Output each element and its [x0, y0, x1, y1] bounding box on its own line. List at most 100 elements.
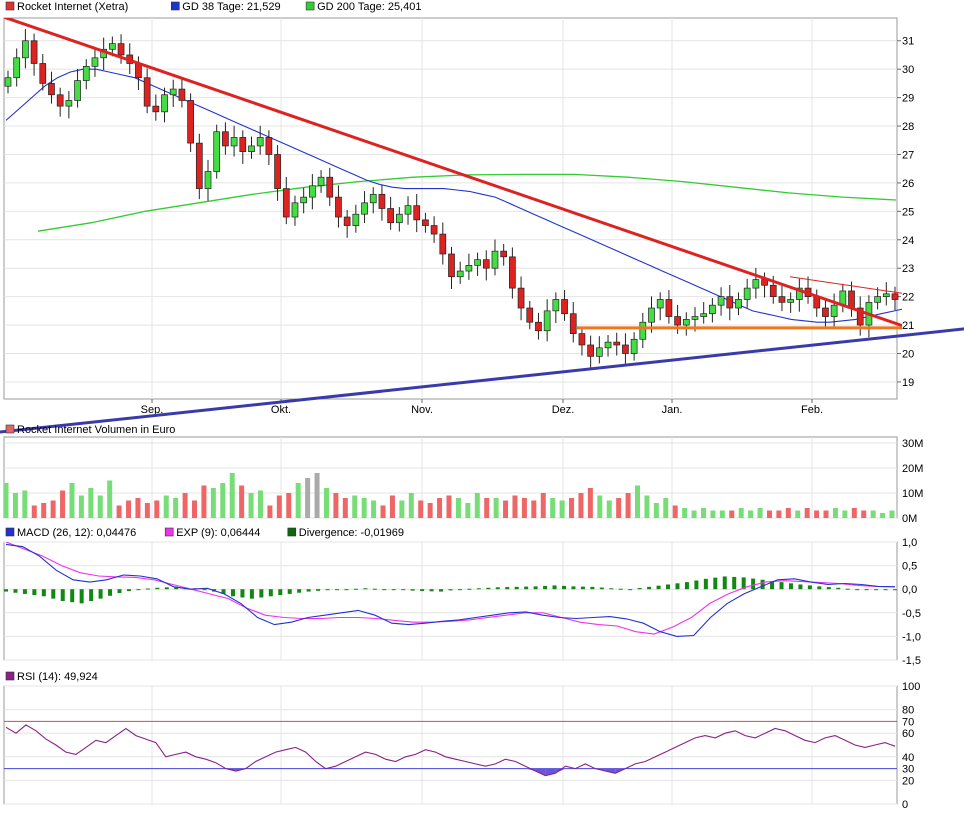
- volume-bar: [192, 500, 198, 518]
- rsi-oversold-fill: [605, 768, 616, 774]
- price-tick-label: 26: [902, 178, 914, 190]
- volume-bar: [870, 510, 876, 518]
- divergence-bar: [420, 589, 425, 592]
- volume-bar: [305, 478, 311, 518]
- candle-body: [300, 196, 308, 204]
- legend-swatch: [5, 1, 15, 11]
- rsi-plot-area: [5, 724, 896, 777]
- legend-swatch: [305, 1, 315, 11]
- candle-body: [874, 296, 881, 303]
- candle-body: [161, 94, 168, 113]
- rsi-oversold-fill: [555, 768, 566, 774]
- divergence-bar: [108, 589, 113, 596]
- divergence-bar: [883, 589, 888, 591]
- candle-body: [482, 259, 490, 269]
- divergence-bar: [770, 580, 775, 590]
- volume-bar: [323, 488, 329, 518]
- divergence-bar: [703, 578, 708, 590]
- divergence-bar: [448, 589, 453, 591]
- divergence-bar: [476, 588, 481, 590]
- divergence-bar: [89, 589, 94, 601]
- price-tick-label: 22: [902, 292, 914, 304]
- trendline: [4, 18, 902, 328]
- candle-body: [587, 344, 594, 357]
- volume-bar: [851, 508, 857, 518]
- volume-bar: [550, 498, 556, 518]
- divergence-bar: [22, 589, 27, 594]
- divergence-bar: [817, 586, 822, 590]
- trendline: [789, 276, 902, 294]
- divergence-bar: [486, 587, 491, 590]
- candle-body: [648, 307, 655, 323]
- macd-plot-area: [4, 542, 897, 637]
- volume-bar: [578, 493, 584, 518]
- volume-bar: [60, 490, 66, 518]
- divergence-bar: [495, 587, 500, 590]
- legend-swatch: [171, 1, 180, 11]
- candle-body: [169, 88, 177, 96]
- candle-body: [82, 65, 90, 81]
- volume-bar: [286, 493, 292, 518]
- divergence-bar: [98, 589, 103, 599]
- candle-body: [230, 137, 238, 147]
- macd-tick-label: -1,0: [902, 631, 921, 643]
- macd-tick-label: 1,0: [902, 537, 917, 549]
- divergence-bar: [316, 589, 321, 591]
- volume-bar: [69, 483, 75, 518]
- volume-bar: [795, 510, 801, 518]
- divergence-bar: [647, 586, 652, 590]
- volume-tick-label: 0M: [902, 513, 917, 525]
- volume-bar: [361, 498, 367, 518]
- candle-body: [604, 341, 612, 349]
- volume-tick-label: 20M: [902, 463, 923, 475]
- divergence-bar: [514, 586, 519, 590]
- volume-bar: [78, 495, 84, 518]
- legend-label: Rocket Internet (Xetra): [17, 1, 128, 13]
- divergence-bar: [13, 589, 18, 593]
- candle-body: [109, 43, 116, 50]
- candle-body: [369, 193, 377, 204]
- divergence-bar: [117, 589, 122, 593]
- volume-bar: [889, 510, 895, 518]
- candle-body: [248, 145, 255, 152]
- volume-bar: [455, 498, 461, 518]
- volume-bar: [691, 510, 697, 518]
- divergence-bar: [505, 587, 510, 590]
- divergence-bar: [618, 588, 623, 590]
- x-tick-label: Sep.: [141, 404, 164, 416]
- candle-body: [404, 205, 412, 215]
- candle-body: [822, 307, 829, 317]
- candle-body: [430, 225, 438, 235]
- divergence-bar: [845, 588, 850, 590]
- divergence-bar: [79, 589, 84, 604]
- volume-bar: [597, 495, 603, 518]
- divergence-bar: [259, 589, 264, 598]
- divergence-bar: [249, 589, 254, 599]
- volume-bar: [371, 500, 377, 518]
- volume-bar: [107, 480, 113, 518]
- volume-bar: [738, 508, 744, 518]
- macd-tick-label: 0,5: [902, 561, 917, 573]
- legend-swatch: [164, 527, 174, 537]
- x-tick-label: Dez.: [552, 404, 575, 416]
- divergence-bar: [136, 589, 141, 591]
- legend-label: RSI (14): 49,924: [17, 671, 98, 683]
- candle-body: [578, 333, 586, 346]
- divergence-bar: [675, 583, 680, 590]
- candle-body: [682, 319, 690, 326]
- divergence-bar: [401, 589, 406, 591]
- candle-body: [187, 100, 194, 144]
- volume-bar: [22, 490, 28, 518]
- volume-bar: [201, 485, 207, 518]
- candle-body: [639, 321, 647, 340]
- candle-body: [152, 105, 160, 113]
- candle-body: [291, 202, 299, 218]
- volume-bar: [512, 495, 518, 518]
- divergence-bar: [164, 587, 169, 590]
- macd-panel-frame: [3, 541, 898, 661]
- candle-body: [769, 284, 777, 297]
- divergence-bar: [145, 588, 150, 590]
- volume-bar: [380, 505, 386, 518]
- divergence-bar: [836, 587, 841, 590]
- candle-body: [856, 307, 864, 326]
